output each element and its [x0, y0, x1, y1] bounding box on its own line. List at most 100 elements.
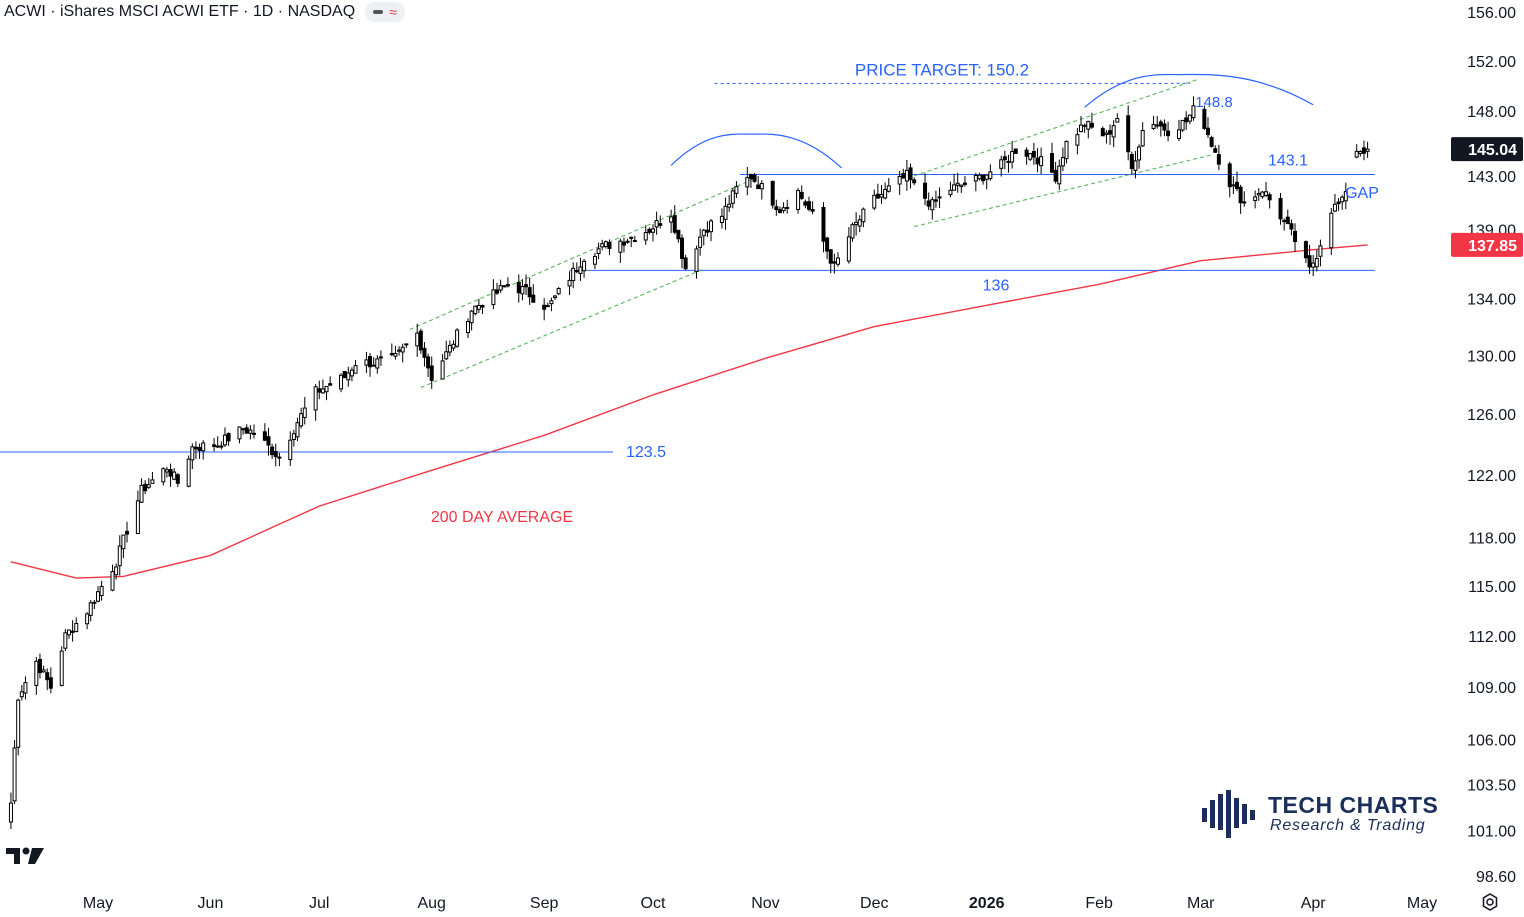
candle [930, 196, 935, 220]
symbol-title[interactable]: ACWI · iShares MSCI ACWI ETF · 1D · NASD… [4, 3, 356, 20]
candle-body [469, 310, 474, 324]
candle [313, 384, 318, 421]
time-axis[interactable]: May Jun Jul Aug Sep Oct Nov Dec 2026 Feb Mar Apr May [83, 895, 1437, 912]
candle-body [658, 223, 663, 226]
candle-body [1293, 230, 1298, 242]
head-arc [1084, 73, 1314, 108]
candle [465, 318, 470, 339]
candle [364, 351, 369, 373]
candle-body [19, 691, 24, 698]
candle [658, 215, 663, 229]
candle [531, 284, 536, 303]
candle-body [364, 359, 369, 366]
y-tick-label: 115.00 [1468, 579, 1516, 596]
tradingview-logo-icon[interactable] [6, 845, 46, 872]
candle [1216, 144, 1221, 171]
candle [244, 424, 249, 434]
candle-body [1307, 255, 1312, 268]
candle-body [164, 469, 169, 473]
indicator-pill[interactable]: ≈ [365, 2, 405, 22]
candle [861, 207, 866, 228]
candle-body [828, 249, 833, 264]
candle-body [1013, 148, 1018, 154]
candle [226, 432, 231, 446]
candle-body [1158, 121, 1163, 127]
candle-body [295, 422, 300, 438]
candle [8, 792, 13, 829]
candle-body [1057, 165, 1062, 185]
candle [1314, 249, 1319, 272]
candle-body [139, 484, 144, 503]
candle-body [241, 428, 246, 431]
candle [1191, 96, 1196, 121]
candle [150, 471, 155, 484]
candle-body [371, 364, 376, 367]
candle [857, 215, 862, 233]
candle-body [984, 174, 989, 180]
candle-body [34, 660, 39, 686]
candle [1082, 123, 1087, 133]
candle-body [248, 429, 253, 434]
candle-body [1137, 146, 1142, 161]
candle [328, 376, 333, 386]
candle [1133, 150, 1138, 179]
candle [447, 340, 452, 357]
candle-body [1311, 262, 1316, 268]
candle [781, 202, 786, 214]
candle-body [520, 286, 525, 295]
candle [777, 206, 782, 214]
candle-body [933, 199, 938, 202]
candle-body [977, 174, 982, 180]
candle [451, 340, 456, 351]
candle-body [1231, 184, 1236, 187]
y-tick-label: 106.00 [1467, 733, 1516, 750]
candle [875, 183, 880, 200]
candle [981, 174, 986, 185]
candle [592, 253, 597, 270]
candle-body [672, 215, 677, 233]
candle [125, 521, 130, 543]
candle [607, 239, 612, 256]
candle [1039, 147, 1044, 174]
candle [161, 467, 166, 486]
candle [505, 277, 510, 288]
candle [168, 463, 173, 487]
candle [756, 176, 761, 190]
candle-body [299, 413, 304, 427]
price-target-label: PRICE TARGET: 150.2 [855, 60, 1029, 79]
x-tick-label: Apr [1301, 895, 1327, 912]
candle-body [422, 347, 427, 358]
candle [897, 170, 902, 195]
candle [886, 178, 891, 193]
settings-gear-icon[interactable] [1480, 892, 1500, 917]
price-axis[interactable]: 156.00152.00148.00143.00139.00134.00130.… [1451, 5, 1523, 886]
candle-body [70, 630, 75, 633]
candle-body [378, 356, 383, 359]
candle-body [752, 174, 757, 182]
candle [759, 180, 764, 200]
candle-body [1260, 191, 1265, 198]
channel-line-4 [914, 154, 1212, 228]
candle [1202, 105, 1207, 131]
candle-body [1256, 192, 1261, 196]
candle [872, 189, 877, 211]
x-tick-label: Nov [751, 895, 779, 912]
candle-body [1213, 148, 1218, 153]
candle-body [621, 241, 626, 246]
candle-body [1235, 181, 1240, 189]
candle [1227, 161, 1232, 198]
candle-body [516, 281, 521, 294]
candle-body [346, 372, 351, 381]
ma-label: 200 DAY AVERAGE [431, 509, 573, 526]
level-label-143.1: 143.1 [1268, 153, 1308, 170]
candle-body [1082, 124, 1087, 127]
candle [1002, 150, 1007, 170]
level-label-136: 136 [983, 277, 1010, 294]
candle-body [339, 374, 344, 390]
candle-body [962, 182, 967, 185]
x-tick-label: May [83, 895, 113, 912]
tech-charts-logo: TECH CHARTS Research & Trading [1200, 790, 1438, 838]
candle [92, 599, 97, 610]
candle-body [600, 243, 605, 248]
